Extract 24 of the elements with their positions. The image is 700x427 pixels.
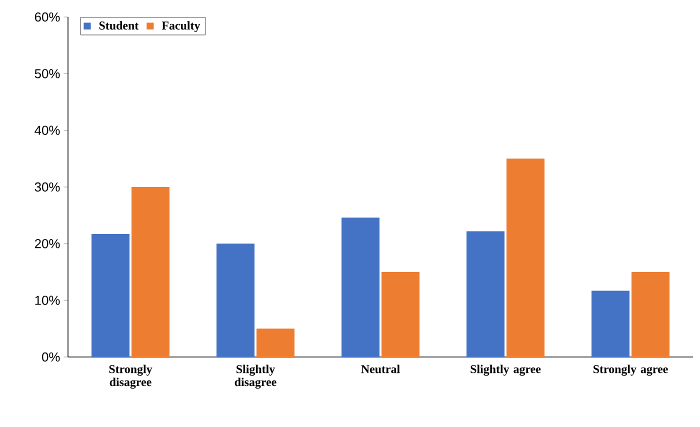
y-tick-label: 20% [34,239,60,248]
bar [92,234,130,357]
bar [382,272,420,357]
bar [592,290,630,357]
y-tick-label: 10% [35,296,60,305]
x-tick-label: Slightly agree [470,364,541,376]
legend-label: Student [99,21,139,30]
bar [632,272,670,357]
y-tick-label: 40% [34,126,60,135]
legend-label: Faculty [162,21,200,32]
y-tick-label: 50% [34,69,60,78]
bar [342,218,380,357]
bar [506,158,544,357]
bar [131,187,170,357]
x-tick-label: Slightly disagree [234,364,276,389]
bar [466,231,505,357]
y-tick-label: 60% [34,12,60,22]
y-tick-label: 0% [42,352,60,362]
bar [256,328,294,357]
x-tick-label: Strongly disagree [109,364,152,389]
x-tick-label: Neutral [361,364,400,374]
y-tick-label: 30% [34,182,60,192]
x-tick-label: Strongly agree [594,364,668,376]
bar [216,244,255,357]
